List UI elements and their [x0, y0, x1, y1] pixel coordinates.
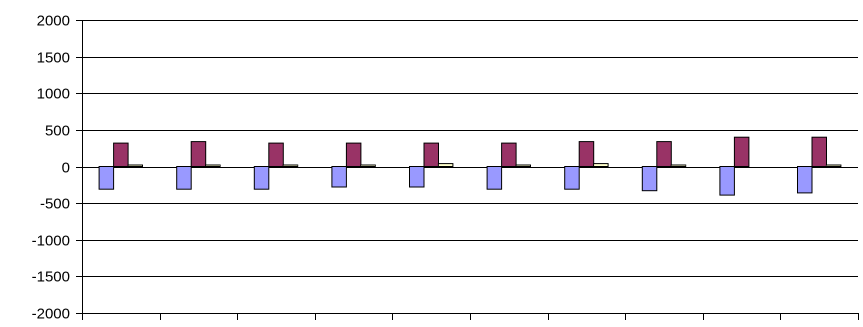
- bar: [345, 142, 362, 168]
- bar: [733, 136, 750, 167]
- bar: [127, 164, 143, 167]
- bar: [593, 163, 609, 168]
- bar: [670, 164, 687, 167]
- bar: [282, 164, 299, 167]
- bar: [98, 166, 115, 190]
- bar: [501, 142, 517, 168]
- y-tick-label: 1000: [37, 86, 70, 103]
- bar: [205, 164, 221, 167]
- y-tick-label: 0: [62, 160, 70, 177]
- axes: [76, 20, 859, 320]
- bar: [797, 166, 813, 194]
- bar: [268, 142, 284, 168]
- y-axis-tick-labels: 2000 1500 1000 500 0 -500 -1000 -1500 -2000: [32, 13, 70, 323]
- y-tick-label: -1500: [32, 269, 70, 286]
- bar: [578, 141, 595, 168]
- bar: [656, 141, 672, 168]
- y-tick-label: 1500: [37, 50, 70, 67]
- bar: [811, 136, 827, 167]
- bar: [360, 164, 376, 167]
- bar: [486, 166, 503, 190]
- bar: [253, 166, 270, 190]
- bar: [423, 142, 439, 168]
- bar: [641, 166, 658, 192]
- bar: [825, 164, 842, 167]
- bar: [113, 142, 129, 168]
- bar: [515, 164, 531, 167]
- bar: [437, 163, 454, 168]
- bar: [190, 141, 207, 168]
- y-tick-label: -2000: [32, 306, 70, 323]
- y-tick-label: 2000: [37, 13, 70, 30]
- bars: [98, 136, 842, 196]
- y-tick-label: -1000: [32, 233, 70, 250]
- y-tick-label: 500: [45, 123, 70, 140]
- bar: [564, 166, 580, 190]
- bar: [719, 166, 735, 196]
- y-tick-label: -500: [40, 196, 70, 213]
- gridlines: [82, 20, 858, 277]
- bar: [176, 166, 192, 190]
- bar: [331, 166, 347, 188]
- bar: [409, 166, 425, 188]
